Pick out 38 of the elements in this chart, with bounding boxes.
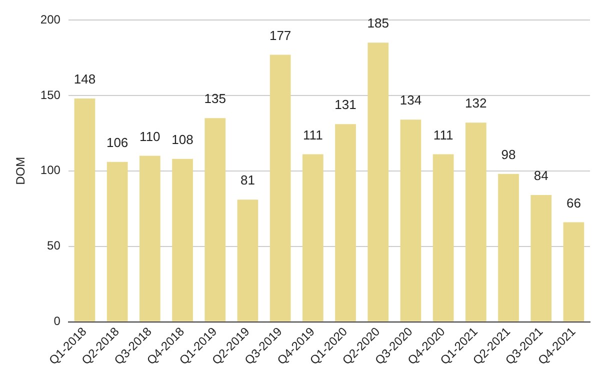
bar: [498, 174, 519, 322]
data-label: 134: [400, 92, 422, 108]
data-label: 111: [303, 127, 323, 142]
data-label: 110: [140, 128, 160, 144]
bar: [302, 154, 324, 322]
data-label: 66: [566, 195, 581, 210]
data-label: 111: [433, 127, 454, 142]
data-label: 81: [240, 172, 255, 188]
bar: [74, 98, 96, 322]
data-label: 135: [204, 91, 226, 106]
data-label: 148: [74, 72, 96, 87]
bar: [563, 222, 584, 322]
data-label: 177: [269, 28, 292, 43]
y-tick-label: 200: [40, 12, 61, 26]
bar: [400, 120, 422, 322]
bar: [139, 156, 160, 322]
bar: [335, 124, 356, 322]
data-label: 185: [367, 16, 389, 31]
y-tick-label: 150: [40, 88, 61, 102]
bar: [172, 158, 193, 322]
y-axis-title: DOM: [14, 156, 28, 185]
data-label: 98: [501, 146, 516, 162]
bar: [106, 162, 128, 322]
bar: [368, 42, 389, 322]
data-label: 132: [465, 96, 487, 111]
bar: [432, 154, 454, 322]
y-tick-label: 100: [40, 163, 61, 178]
bar: [237, 200, 258, 322]
bar: [204, 118, 226, 322]
bar: [530, 195, 552, 322]
y-tick-label: 50: [47, 238, 61, 253]
data-label: 131: [334, 97, 356, 112]
y-tick-label: 0: [54, 314, 61, 328]
data-label: 108: [172, 132, 194, 147]
bar: [465, 122, 486, 322]
data-label: 84: [534, 168, 548, 184]
data-label: 106: [106, 134, 128, 150]
bar: [270, 54, 291, 322]
